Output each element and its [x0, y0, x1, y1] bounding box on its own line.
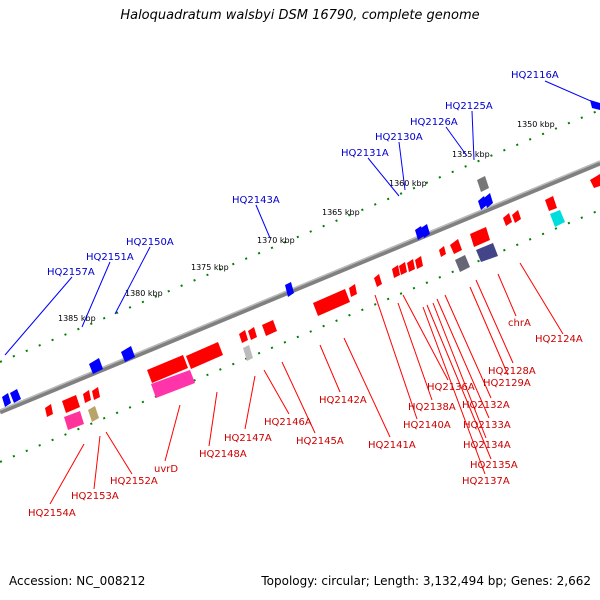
gene-hq2145a[interactable]: [262, 320, 277, 336]
label-hq2153a[interactable]: HQ2153A: [71, 491, 119, 502]
label-hq2140a[interactable]: HQ2140A: [403, 420, 451, 431]
label-hq2124a[interactable]: HQ2124A: [535, 334, 583, 345]
gene-hq2132a[interactable]: [470, 227, 490, 247]
scale-label-1355: 1355 kbp: [452, 150, 490, 159]
top-leader-lines: [4, 80, 600, 356]
label-hq2154a[interactable]: HQ2154A: [28, 508, 76, 519]
label-hq2142a[interactable]: HQ2142A: [319, 395, 367, 406]
label-hq2145a[interactable]: HQ2145A: [296, 436, 344, 447]
feature-cyan: [550, 210, 565, 227]
label-hq2129a[interactable]: HQ2129A: [483, 378, 531, 389]
gene-hq2157a[interactable]: [10, 389, 21, 403]
gene-uvrd[interactable]: [147, 355, 188, 383]
feature-gray-marker: [477, 176, 489, 192]
gene-hq2136a[interactable]: [450, 239, 462, 254]
gene-hq2116a[interactable]: [590, 100, 600, 110]
feature-pink: [64, 411, 84, 430]
label-hq2150a[interactable]: HQ2150A: [126, 237, 174, 248]
gene-hq2154a[interactable]: [45, 404, 53, 417]
label-hq2143a[interactable]: HQ2143A: [232, 195, 280, 206]
gene-hq2126a[interactable]: [484, 193, 493, 208]
feature-slate: [455, 255, 470, 272]
gene-hq2142a[interactable]: [313, 289, 350, 316]
gene-hq2129a[interactable]: [512, 210, 521, 223]
gene-hq2152a[interactable]: [92, 387, 100, 400]
label-hq2141a[interactable]: HQ2141A: [368, 440, 416, 451]
label-hq2116a[interactable]: HQ2116A: [511, 70, 559, 81]
feature-magenta: [151, 370, 195, 398]
label-hq2130a[interactable]: HQ2130A: [375, 132, 423, 143]
label-hq2131a[interactable]: HQ2131A: [341, 148, 389, 159]
gene-hq2137a[interactable]: [399, 262, 407, 275]
scale-label-1350: 1350 kbp: [517, 120, 555, 129]
feature-navy: [476, 243, 498, 262]
label-hq2132a[interactable]: HQ2132A: [462, 400, 510, 411]
label-hq2138a[interactable]: HQ2138A: [408, 402, 456, 413]
gene-hq2124a[interactable]: [590, 174, 600, 188]
gene-hq2148a[interactable]: [186, 342, 223, 369]
label-hq2134a[interactable]: HQ2134A: [463, 440, 511, 451]
scale-label-1385: 1385 kbp: [58, 314, 96, 323]
bottom-leader-lines: [49, 262, 564, 505]
gene-hq2133a[interactable]: [439, 246, 446, 257]
feature-light-gray: [243, 345, 253, 361]
label-hq2147a[interactable]: HQ2147A: [224, 433, 272, 444]
gene-chra[interactable]: [545, 196, 557, 211]
gene-hq2131a[interactable]: [421, 224, 430, 238]
label-chra[interactable]: chrA: [508, 318, 531, 329]
label-hq2137a[interactable]: HQ2137A: [462, 476, 510, 487]
label-hq2152a[interactable]: HQ2152A: [110, 476, 158, 487]
gene-hq2134a[interactable]: [415, 256, 423, 269]
label-hq2151a[interactable]: HQ2151A: [86, 252, 134, 263]
accession-text: Accession: NC_008212: [9, 574, 146, 588]
gene-hq2138a[interactable]: [392, 265, 400, 278]
topology-text: Topology: circular; Length: 3,132,494 bp…: [261, 574, 591, 588]
label-hq2126a[interactable]: HQ2126A: [410, 117, 458, 128]
label-hq2148a[interactable]: HQ2148A: [199, 449, 247, 460]
label-hq2146a[interactable]: HQ2146A: [264, 417, 312, 428]
gene-hq2141a[interactable]: [349, 284, 357, 297]
scale-label-1365: 1365 kbp: [322, 208, 360, 217]
label-hq2135a[interactable]: HQ2135A: [470, 460, 518, 471]
gene-hq2135a[interactable]: [407, 259, 415, 272]
label-hq2136a[interactable]: HQ2136A: [427, 382, 475, 393]
scale-label-1380: 1380 kbp: [125, 289, 163, 298]
gene-hq2128a[interactable]: [503, 213, 512, 226]
gene-hq2152a-b[interactable]: [83, 390, 91, 403]
gene-hq2153a[interactable]: [62, 395, 80, 413]
label-hq2133a[interactable]: HQ2133A: [463, 420, 511, 431]
gene-hq2147a[interactable]: [239, 330, 248, 343]
gene-hq2150a[interactable]: [121, 346, 135, 362]
gene-hq2146a[interactable]: [248, 327, 257, 340]
gene-hq2140a[interactable]: [374, 274, 382, 287]
gene-hq2143a[interactable]: [285, 282, 294, 297]
scale-label-1370: 1370 kbp: [257, 236, 295, 245]
label-hq2128a[interactable]: HQ2128A: [488, 366, 536, 377]
feature-tan: [88, 406, 99, 422]
label-hq2125a[interactable]: HQ2125A: [445, 101, 493, 112]
scale-label-1360: 1360 kbp: [389, 179, 427, 188]
diagram-title: Haloquadratum walsbyi DSM 16790, complet…: [120, 8, 480, 23]
scale-label-1375: 1375 kbp: [191, 263, 229, 272]
gene-hq2151a[interactable]: [89, 358, 103, 374]
gene-hq2157a-b[interactable]: [2, 393, 11, 407]
label-hq2157a[interactable]: HQ2157A: [47, 267, 95, 278]
label-uvrd[interactable]: uvrD: [154, 464, 178, 475]
